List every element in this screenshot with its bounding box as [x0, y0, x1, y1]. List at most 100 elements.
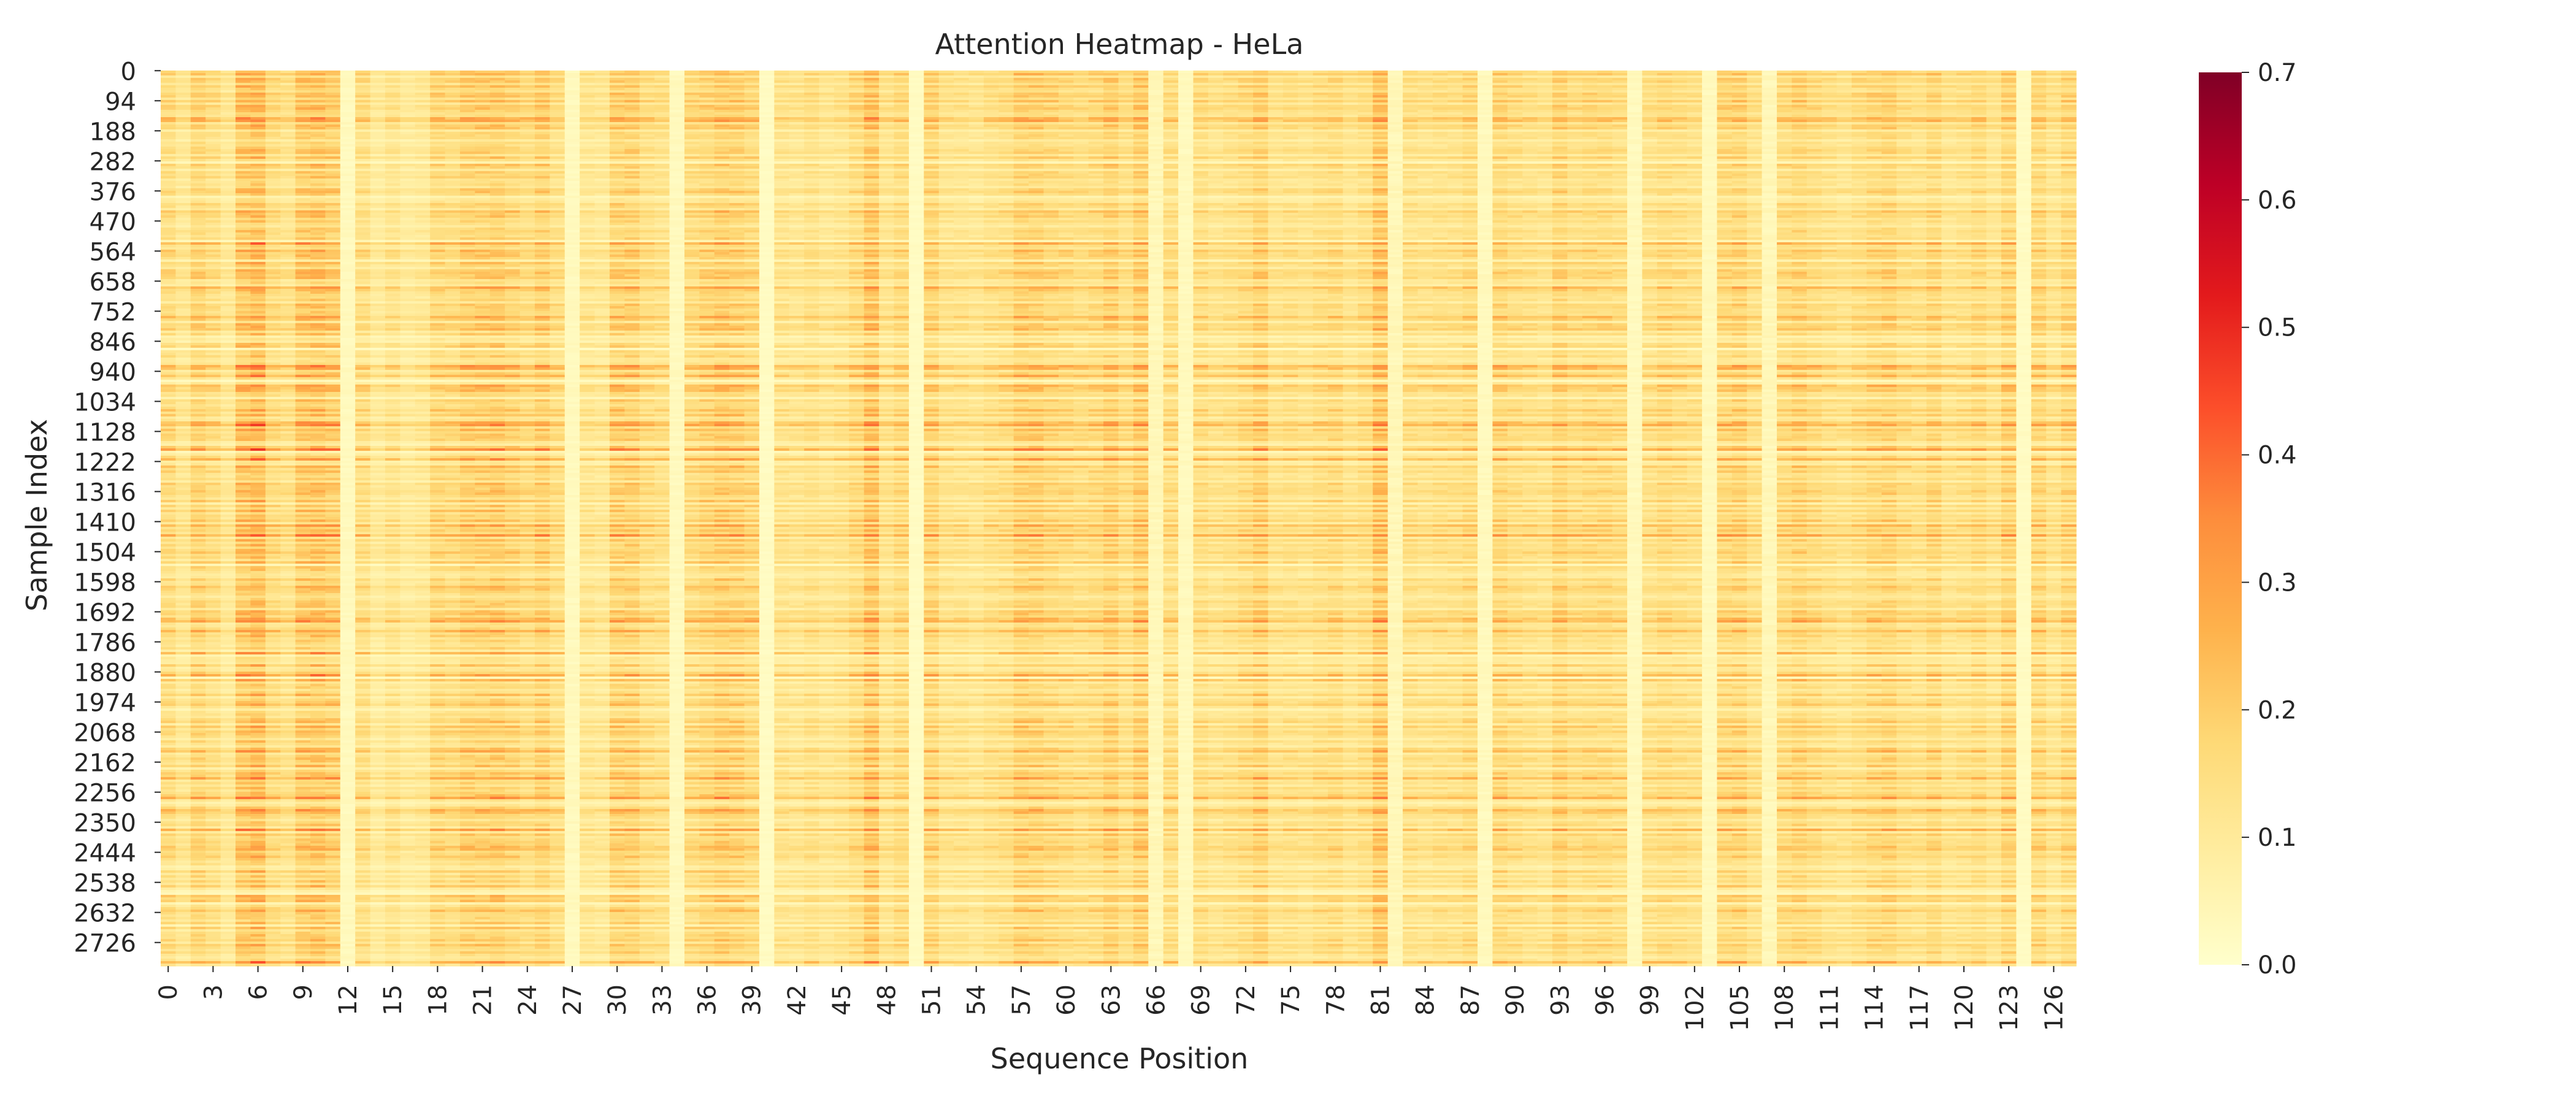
heatmap-cell	[355, 620, 371, 623]
heatmap-cell	[205, 380, 221, 383]
heatmap-cell	[205, 539, 221, 542]
heatmap-cell	[355, 573, 371, 577]
heatmap-cell	[310, 196, 326, 199]
heatmap-cell	[295, 252, 311, 255]
heatmap-cell	[205, 100, 221, 103]
heatmap-cell	[190, 652, 206, 655]
heatmap-cell	[340, 289, 356, 292]
heatmap-cell	[325, 868, 341, 871]
heatmap-cell	[235, 446, 251, 449]
heatmap-cell	[250, 902, 266, 905]
heatmap-cell	[161, 208, 176, 211]
heatmap-cell	[161, 843, 176, 846]
heatmap-cell	[161, 775, 176, 778]
heatmap-cell	[161, 105, 176, 108]
heatmap-cell	[325, 362, 341, 366]
heatmap-cell	[265, 147, 281, 150]
heatmap-cell	[250, 907, 266, 910]
heatmap-cell	[265, 875, 281, 878]
heatmap-cell	[295, 262, 311, 265]
heatmap-cell	[220, 782, 236, 785]
heatmap-cell	[280, 286, 296, 289]
heatmap-cell	[220, 463, 236, 466]
heatmap-cell	[161, 807, 176, 810]
heatmap-cell	[325, 407, 341, 410]
heatmap-cell	[220, 723, 236, 726]
heatmap-cell	[340, 789, 356, 792]
heatmap-cell	[325, 466, 341, 469]
heatmap-cell	[220, 478, 236, 481]
heatmap-cell	[340, 939, 356, 942]
heatmap-cell	[220, 441, 236, 444]
heatmap-cell	[355, 122, 371, 125]
heatmap-cell	[265, 338, 281, 341]
heatmap-cell	[220, 358, 236, 361]
heatmap-cell	[175, 387, 191, 390]
heatmap-cell	[340, 711, 356, 714]
heatmap-cell	[325, 296, 341, 299]
heatmap-cell	[175, 311, 191, 314]
heatmap-cell	[340, 255, 356, 258]
heatmap-cell	[250, 878, 266, 881]
heatmap-cell	[220, 696, 236, 699]
heatmap-cell	[190, 169, 206, 172]
heatmap-cell	[205, 480, 221, 483]
heatmap-cell	[280, 326, 296, 329]
heatmap-cell	[205, 191, 221, 194]
heatmap-cell	[175, 205, 191, 209]
heatmap-cell	[355, 83, 371, 86]
heatmap-cell	[250, 593, 266, 596]
heatmap-cell	[265, 912, 281, 915]
heatmap-cell	[250, 919, 266, 922]
heatmap-cell	[325, 546, 341, 550]
heatmap-cell	[280, 529, 296, 532]
heatmap-cell	[220, 578, 236, 581]
heatmap-cell	[295, 335, 311, 339]
heatmap-cell	[235, 959, 251, 962]
heatmap-cell	[190, 816, 206, 819]
heatmap-cell	[220, 490, 236, 493]
heatmap-cell	[205, 797, 221, 800]
heatmap-cell	[235, 345, 251, 348]
heatmap-cell	[220, 264, 236, 267]
heatmap-cell	[235, 181, 251, 184]
heatmap-cell	[175, 924, 191, 927]
heatmap-cell	[175, 421, 191, 424]
heatmap-cell	[161, 201, 176, 204]
heatmap-cell	[175, 956, 191, 959]
heatmap-cell	[235, 674, 251, 677]
heatmap-cell	[250, 387, 266, 390]
heatmap-cell	[265, 223, 281, 226]
heatmap-cell	[355, 642, 371, 645]
heatmap-cell	[310, 306, 326, 309]
heatmap-cell	[325, 662, 341, 665]
heatmap-cell	[340, 230, 356, 233]
heatmap-cell	[175, 134, 191, 137]
heatmap-cell	[310, 807, 326, 810]
heatmap-cell	[265, 313, 281, 316]
heatmap-cell	[265, 156, 281, 159]
heatmap-cell	[355, 608, 371, 611]
heatmap-cell	[340, 748, 356, 751]
heatmap-cell	[355, 301, 371, 304]
heatmap-cell	[190, 122, 206, 125]
heatmap-cell	[265, 441, 281, 444]
heatmap-cell	[310, 630, 326, 633]
heatmap-cell	[355, 205, 371, 209]
heatmap-cell	[235, 441, 251, 444]
heatmap-cell	[205, 657, 221, 660]
heatmap-cell	[325, 475, 341, 478]
heatmap-cell	[325, 73, 341, 76]
heatmap-cell	[280, 382, 296, 385]
heatmap-cell	[265, 328, 281, 331]
heatmap-cell	[205, 240, 221, 243]
heatmap-cell	[310, 404, 326, 407]
heatmap-cell	[205, 674, 221, 677]
heatmap-cell	[295, 588, 311, 591]
heatmap-cell	[175, 863, 191, 866]
heatmap-cell	[295, 608, 311, 611]
heatmap-cell	[340, 853, 356, 856]
heatmap-cell	[355, 176, 371, 179]
heatmap-cell	[355, 316, 371, 319]
heatmap-cell	[295, 804, 311, 807]
